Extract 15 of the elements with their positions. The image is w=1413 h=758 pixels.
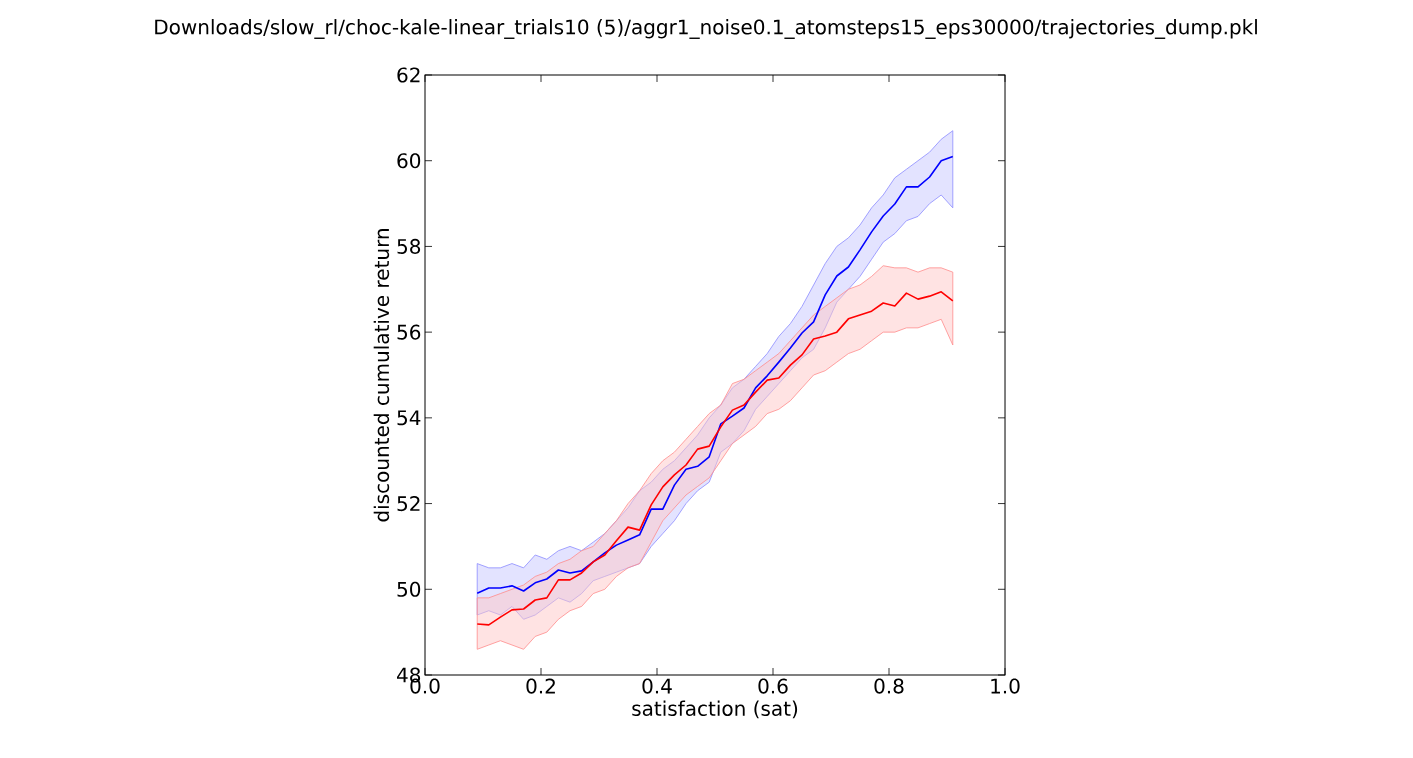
chart-title: Downloads/slow_rl/choc-kale-linear_trials10 (5)/aggr1_noise0.1_atomsteps15_eps30000/trajectories_dump.pkl [155, 19, 1257, 39]
x-tick-label: 0.4 [642, 678, 672, 694]
y-tick-label: 54 [397, 410, 421, 426]
x-tick-label: 0.2 [526, 678, 555, 694]
y-tick-label: 56 [397, 324, 421, 340]
y-tick-label: 62 [397, 67, 420, 83]
x-tick-label: 0.6 [758, 678, 788, 694]
y-tick-label: 52 [397, 496, 420, 512]
y-tick-label: 58 [397, 238, 421, 254]
x-tick-label: 0.8 [874, 678, 904, 694]
y-tick-label: 60 [397, 153, 421, 169]
y-axis-title: discounted cumulative return [373, 229, 390, 522]
x-tick-label: 1.0 [991, 678, 1020, 694]
x-axis-title: satisfaction (sat) [632, 700, 798, 719]
y-tick-label: 50 [397, 581, 421, 597]
